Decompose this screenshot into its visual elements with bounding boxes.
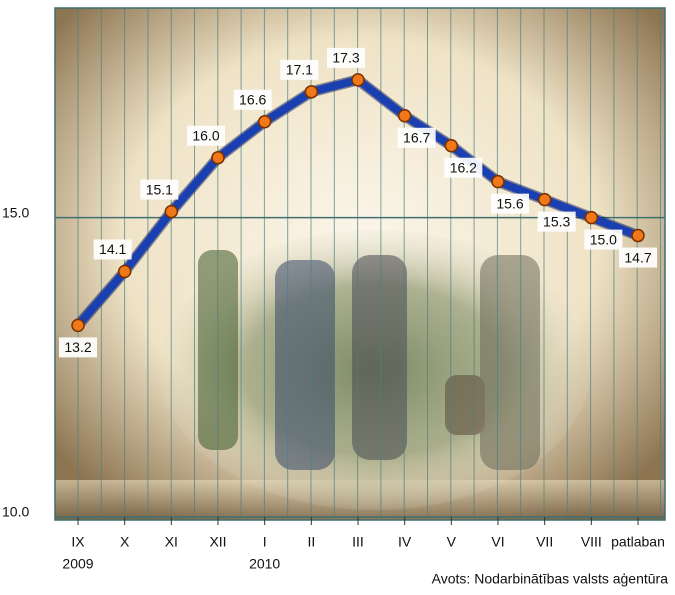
- x-tick-label: IV: [398, 534, 412, 550]
- value-label: 16.6: [239, 91, 266, 107]
- point: [632, 230, 644, 242]
- point: [165, 206, 177, 218]
- x-tick-label: II: [307, 534, 315, 550]
- point: [585, 212, 597, 224]
- point: [445, 140, 457, 152]
- x-sub-label: 2009: [62, 556, 93, 572]
- x-tick-label: V: [447, 534, 457, 550]
- point: [305, 86, 317, 98]
- value-label: 17.1: [286, 62, 313, 78]
- point: [539, 194, 551, 206]
- x-tick-label: VI: [491, 534, 504, 550]
- value-label: 14.7: [624, 249, 651, 265]
- x-tick-label: III: [352, 534, 364, 550]
- chart: 13.2 14.1 15.1 16.0 16.6 17.1 17.3 16.7 16.2 15.6…: [0, 0, 675, 595]
- value-label: 15.3: [543, 213, 570, 229]
- x-tick-label: XI: [165, 534, 178, 550]
- point: [399, 110, 411, 122]
- value-label: 15.0: [590, 231, 617, 247]
- x-tick-label: VIII: [581, 534, 602, 550]
- figure: [275, 260, 335, 470]
- value-label: 15.6: [496, 195, 523, 211]
- value-label: 16.2: [450, 159, 477, 175]
- point: [119, 265, 131, 277]
- point: [212, 152, 224, 164]
- x-tick-label: IX: [71, 534, 85, 550]
- value-label: 13.2: [64, 339, 91, 355]
- figure: [352, 255, 407, 460]
- value-label: 16.7: [403, 129, 430, 145]
- x-sub-label: 2010: [249, 556, 280, 572]
- x-tick-label: VII: [536, 534, 553, 550]
- point: [492, 176, 504, 188]
- x-tick-label: X: [120, 534, 130, 550]
- point: [259, 116, 271, 128]
- x-tick-label: I: [263, 534, 267, 550]
- value-label: 14.1: [99, 241, 126, 257]
- x-tick-label: patlaban: [611, 534, 665, 550]
- source-note: Avots: Nodarbinātības valsts aģentūra: [432, 571, 669, 587]
- value-label: 17.3: [332, 50, 359, 66]
- x-tick-label: XII: [209, 534, 226, 550]
- point: [72, 319, 84, 331]
- value-label: 16.0: [192, 127, 219, 143]
- figure: [480, 255, 540, 470]
- y-tick-label: 10.0: [2, 504, 29, 520]
- point: [352, 74, 364, 86]
- value-label: 15.1: [146, 181, 173, 197]
- y-tick-label: 15.0: [2, 204, 29, 220]
